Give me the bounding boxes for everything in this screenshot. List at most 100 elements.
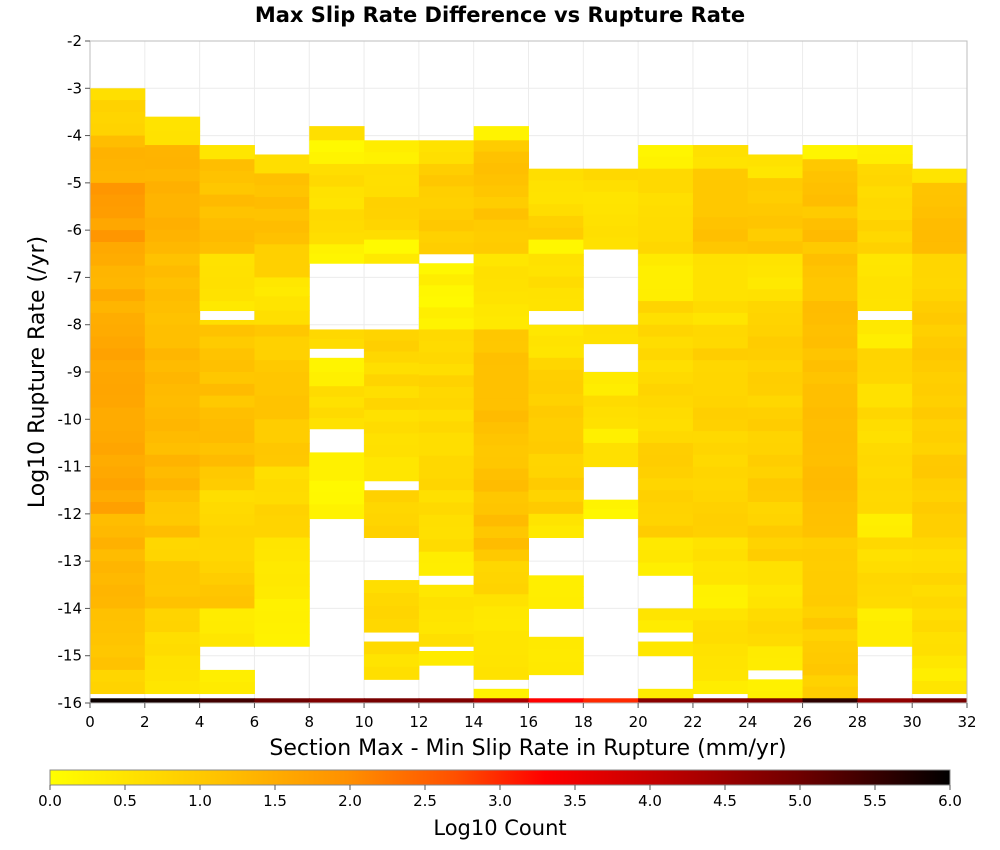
heatmap-cell: [90, 372, 146, 385]
heatmap-cell: [418, 527, 475, 540]
heatmap-cell: [692, 537, 749, 550]
heatmap-cell: [802, 675, 858, 688]
heatmap-cell: [90, 395, 146, 408]
y-tick-label: -11: [58, 458, 83, 476]
heatmap-cell: [254, 561, 310, 575]
heatmap-cell: [857, 372, 913, 385]
heatmap-cell: [473, 572, 529, 584]
heatmap-cell: [473, 667, 529, 680]
heatmap-cell: [638, 372, 694, 385]
colorbar-tick-label: 2.5: [413, 792, 437, 810]
heatmap-cell: [747, 215, 804, 230]
heatmap-cell: [747, 301, 804, 314]
heatmap-cell: [473, 151, 529, 164]
heatmap-cell: [473, 375, 529, 388]
heatmap-cell: [583, 499, 639, 510]
colorbar-label: Log10 Count: [433, 816, 566, 840]
heatmap-cell: [692, 680, 749, 695]
heatmap-cell: [90, 525, 146, 538]
heatmap-cell: [144, 277, 201, 290]
heatmap-cell: [912, 253, 968, 267]
heatmap-cell: [857, 175, 913, 187]
heatmap-cell: [199, 633, 255, 647]
heatmap-cell: [364, 580, 420, 594]
heatmap-cell: [144, 513, 201, 527]
heatmap-cell: [528, 192, 584, 205]
heatmap-cell: [802, 218, 858, 231]
heatmap-cell: [90, 111, 146, 125]
heatmap-cell: [747, 549, 804, 562]
heatmap-cell: [747, 633, 804, 647]
heatmap-cell: [473, 291, 529, 305]
heatmap-cell: [90, 194, 146, 207]
x-tick-label: 6: [250, 713, 260, 731]
heatmap-cell: [418, 197, 475, 210]
heatmap-cell: [199, 383, 255, 397]
heatmap-cell: [144, 383, 201, 397]
heatmap-cell: [747, 454, 804, 468]
heatmap-cell: [802, 289, 858, 302]
heatmap-cell: [199, 301, 255, 312]
heatmap-cell: [802, 383, 858, 397]
heatmap-cell: [309, 329, 365, 340]
heatmap-cell: [912, 502, 968, 515]
heatmap-cell: [857, 407, 913, 420]
heatmap-cell: [473, 594, 529, 607]
heatmap-cell: [254, 504, 310, 516]
heatmap-cell: [802, 560, 858, 573]
heatmap-cell: [254, 324, 310, 338]
heatmap-cell: [802, 478, 858, 491]
heatmap-cell: [254, 431, 310, 444]
heatmap-cell: [90, 645, 146, 659]
heatmap-cell: [364, 219, 420, 231]
heatmap-cell: [692, 360, 749, 373]
heatmap-cell: [473, 231, 529, 243]
heatmap-cell: [692, 229, 749, 243]
heatmap-cell: [90, 218, 146, 231]
heatmap-cell: [254, 286, 310, 297]
heatmap-cell: [802, 617, 858, 630]
heatmap-cell: [309, 126, 365, 141]
heatmap-cell: [199, 395, 255, 408]
heatmap-cell: [199, 230, 255, 243]
heatmap-cell-bottom: [747, 698, 804, 703]
heatmap-cell: [199, 182, 255, 196]
heatmap-cell: [364, 208, 420, 220]
heatmap-cell: [692, 572, 749, 586]
heatmap-cell: [418, 307, 475, 319]
heatmap-cell: [857, 466, 913, 479]
heatmap-cell: [254, 407, 310, 420]
heatmap-cell: [90, 348, 146, 361]
heatmap-cell: [418, 650, 475, 666]
heatmap-cell: [802, 145, 858, 160]
heatmap-cell: [144, 502, 201, 515]
heatmap-cell: [692, 549, 749, 562]
heatmap-cell: [747, 336, 804, 349]
heatmap-cell: [90, 502, 146, 515]
heatmap-cell: [199, 360, 255, 373]
heatmap-cell: [802, 513, 858, 527]
heatmap-cell: [747, 178, 804, 192]
heatmap-cell: [418, 621, 475, 635]
heatmap-cell: [144, 193, 201, 206]
heatmap-cell: [747, 431, 804, 444]
heatmap-cell: [364, 253, 420, 264]
heatmap-cell: [857, 608, 913, 622]
heatmap-cell: [692, 395, 749, 408]
heatmap-cell: [364, 490, 420, 503]
heatmap-cell: [912, 383, 968, 397]
heatmap-cell: [309, 466, 365, 482]
heatmap-cell: [90, 596, 146, 609]
heatmap-cell: [199, 549, 255, 562]
colorbar: [49, 769, 951, 786]
heatmap-cell: [254, 419, 310, 432]
heatmap-cell: [857, 431, 913, 444]
heatmap-cell: [144, 336, 201, 349]
heatmap-cell: [747, 561, 804, 574]
heatmap-cell: [90, 466, 146, 479]
heatmap-cell: [473, 329, 529, 342]
heatmap-cell: [638, 550, 694, 564]
heatmap-cell: [528, 346, 584, 359]
heatmap-cell: [638, 419, 694, 432]
